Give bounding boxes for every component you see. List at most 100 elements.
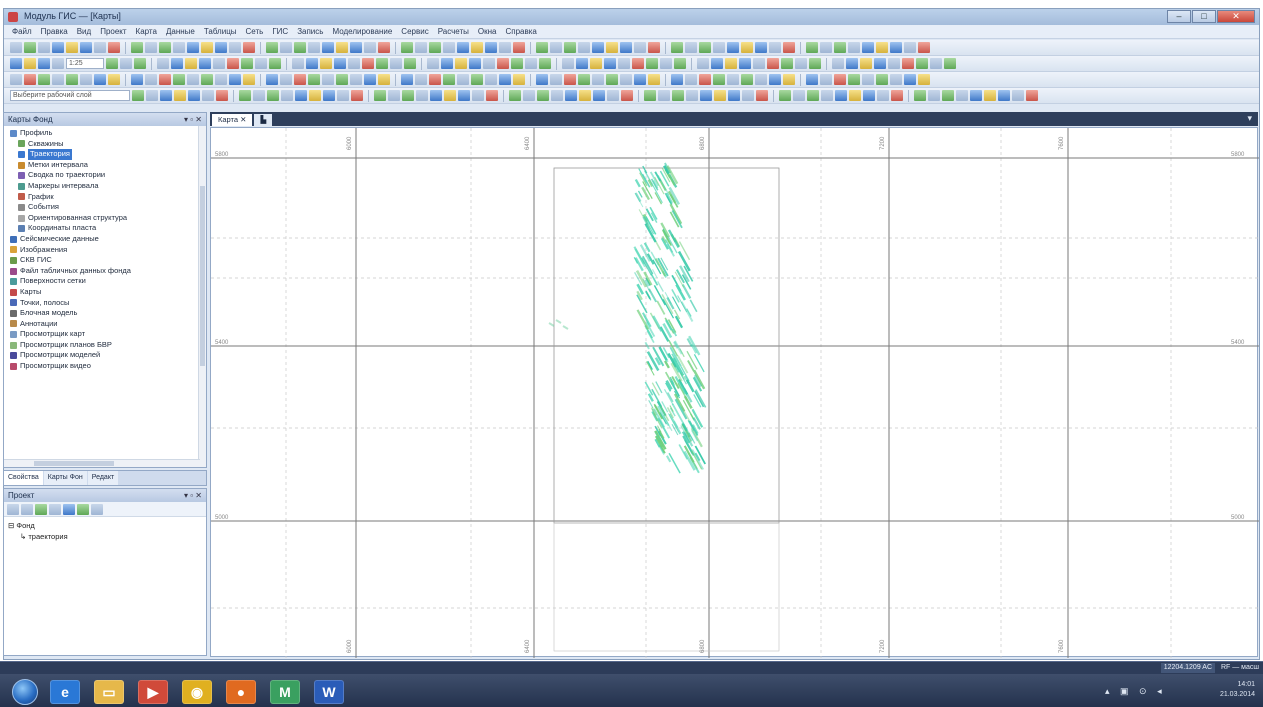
toolbar-icon[interactable] [806,42,818,53]
toolbar-icon[interactable] [131,42,143,53]
toolbar-icon[interactable] [648,74,660,85]
toolbar-icon[interactable] [255,58,267,69]
trajectory-line[interactable] [671,423,679,436]
trajectory-line[interactable] [675,269,685,284]
toolbar-icon[interactable] [648,42,660,53]
toolbar-icon[interactable] [904,42,916,53]
trajectory-line[interactable] [652,180,659,189]
trajectory-line[interactable] [652,269,658,279]
trajectory-line[interactable] [641,186,651,201]
toolbar-icon[interactable] [66,74,78,85]
trajectory-line[interactable] [694,452,701,462]
toolbar-icon[interactable] [848,74,860,85]
trajectory-line[interactable] [637,190,643,198]
trajectory-line[interactable] [649,206,658,220]
trajectory-line[interactable] [673,309,681,320]
trajectory-line[interactable] [636,290,643,301]
toolbar-icon[interactable] [779,90,791,101]
toolbar-icon[interactable] [160,90,172,101]
toolbar-icon[interactable] [1026,90,1038,101]
trajectory-line[interactable] [634,257,644,272]
toolbar-icon[interactable] [539,58,551,69]
map-view[interactable]: 6000 6400 6800 7200 7600 6000 6400 6800 … [210,127,1259,658]
toolbar-icon[interactable] [295,90,307,101]
toolbar-icon[interactable] [809,58,821,69]
toolbar-icon[interactable] [415,42,427,53]
project-tree-item[interactable]: ↳ траектория [20,532,68,541]
toolbar-icon[interactable] [134,58,146,69]
toolbar-icon[interactable] [455,58,467,69]
toolbar-icon[interactable] [429,74,441,85]
trajectory-line[interactable] [669,346,682,367]
trajectory-line[interactable] [655,432,661,441]
toolbar-icon[interactable] [52,42,64,53]
toolbar-icon[interactable] [185,58,197,69]
toolbar-icon[interactable] [269,58,281,69]
toolbar-icon[interactable] [942,90,954,101]
trajectory-line[interactable] [695,389,707,408]
tabs-dropdown-icon[interactable]: ▾ [1247,113,1252,123]
toolbar-icon[interactable] [266,42,278,53]
trajectory-line[interactable] [662,230,673,247]
trajectory-line[interactable] [677,250,691,272]
trajectory-line[interactable] [668,413,682,435]
taskbar-firefox-icon[interactable]: ● [226,680,256,704]
menu-item[interactable]: Таблицы [203,27,237,36]
trajectory-line[interactable] [636,309,650,330]
toolbar-icon[interactable] [173,74,185,85]
toolbar-icon[interactable] [201,42,213,53]
trajectory-line[interactable] [639,244,651,262]
toolbar-icon[interactable] [213,58,225,69]
toolbar-icon[interactable] [348,58,360,69]
trajectory-line[interactable] [666,165,679,185]
trajectory-line[interactable] [673,420,679,429]
trajectory-line[interactable] [671,328,678,337]
toolbar-icon[interactable] [427,58,439,69]
toolbar-icon[interactable] [834,74,846,85]
toolbar-icon[interactable] [199,58,211,69]
toolbar-icon[interactable] [537,90,549,101]
toolbar-icon[interactable] [471,42,483,53]
toolbar-icon[interactable] [714,90,726,101]
toolbar-icon[interactable] [644,90,656,101]
toolbar-icon[interactable] [593,90,605,101]
toolbar-icon[interactable] [511,58,523,69]
trajectory-line[interactable] [650,212,658,223]
menu-item[interactable]: ГИС [272,27,289,36]
toolbar-icon[interactable] [634,42,646,53]
toolbar-icon[interactable] [835,90,847,101]
layer-tree-item[interactable]: Аннотации [4,319,206,330]
toolbar-icon[interactable] [727,74,739,85]
trajectory-line[interactable] [659,412,667,425]
toolbar-icon[interactable] [132,90,144,101]
toolbar-icon[interactable] [306,58,318,69]
toolbar-icon[interactable] [38,58,50,69]
trajectory-line[interactable] [662,299,675,319]
layer-select[interactable]: Выберите рабочий слой [10,90,130,101]
toolbar-icon[interactable] [457,74,469,85]
trajectory-line[interactable] [548,322,555,327]
trajectory-line[interactable] [686,350,698,370]
toolbar-icon[interactable] [550,74,562,85]
toolbar-icon[interactable] [374,90,386,101]
toolbar-icon[interactable] [725,58,737,69]
trajectory-line[interactable] [651,183,663,204]
toolbar-icon[interactable] [404,58,416,69]
maximize-button[interactable]: □ [1192,10,1216,23]
toolbar-icon[interactable] [173,42,185,53]
trajectory-line[interactable] [660,237,670,250]
toolbar-icon[interactable] [621,90,633,101]
trajectory-line[interactable] [661,401,669,413]
toolbar-icon[interactable] [390,58,402,69]
toolbar-icon[interactable] [24,42,36,53]
trajectory-line[interactable] [672,296,681,312]
toolbar-icon[interactable] [618,58,630,69]
trajectory-line[interactable] [653,412,663,428]
trajectory-line[interactable] [650,251,660,266]
toolbar-icon[interactable] [1012,90,1024,101]
toolbar-icon[interactable] [699,74,711,85]
toolbar-icon[interactable] [215,74,227,85]
trajectory-line[interactable] [641,312,652,328]
trajectory-line[interactable] [636,294,648,314]
toolbar-icon[interactable] [876,74,888,85]
